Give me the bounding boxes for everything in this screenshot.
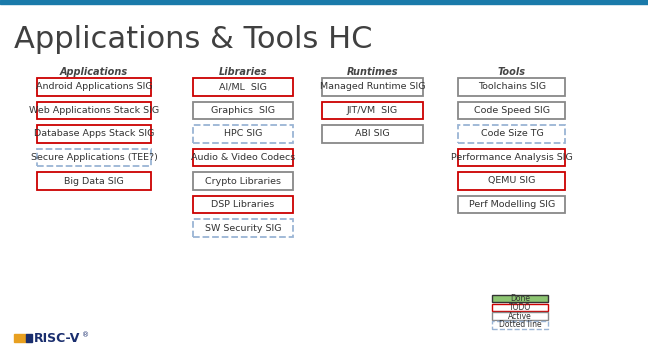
FancyBboxPatch shape xyxy=(37,172,150,190)
FancyBboxPatch shape xyxy=(37,78,150,96)
Text: TODO: TODO xyxy=(509,303,531,312)
Text: Applications: Applications xyxy=(60,67,128,77)
FancyBboxPatch shape xyxy=(193,78,293,96)
FancyBboxPatch shape xyxy=(193,102,293,119)
Text: SW Security SIG: SW Security SIG xyxy=(205,224,281,232)
Text: ®: ® xyxy=(82,333,89,338)
FancyBboxPatch shape xyxy=(492,321,548,329)
FancyBboxPatch shape xyxy=(459,172,565,190)
Bar xyxy=(0,0,648,4)
Text: Code Speed SIG: Code Speed SIG xyxy=(474,106,550,115)
FancyBboxPatch shape xyxy=(492,295,548,303)
Text: DSP Libraries: DSP Libraries xyxy=(211,200,275,209)
Text: Libraries: Libraries xyxy=(219,67,267,77)
FancyBboxPatch shape xyxy=(193,196,293,213)
FancyBboxPatch shape xyxy=(492,312,548,320)
Text: Secure Applications (TEE?): Secure Applications (TEE?) xyxy=(30,153,157,162)
FancyBboxPatch shape xyxy=(193,219,293,237)
FancyBboxPatch shape xyxy=(459,78,565,96)
Text: Big Data SIG: Big Data SIG xyxy=(64,177,124,185)
FancyBboxPatch shape xyxy=(459,196,565,213)
FancyBboxPatch shape xyxy=(193,125,293,143)
Text: QEMU SIG: QEMU SIG xyxy=(488,177,536,185)
FancyBboxPatch shape xyxy=(492,303,548,311)
Text: Managed Runtime SIG: Managed Runtime SIG xyxy=(320,83,425,91)
Text: AI/ML  SIG: AI/ML SIG xyxy=(219,83,267,91)
FancyBboxPatch shape xyxy=(459,102,565,119)
Text: Web Applications Stack SIG: Web Applications Stack SIG xyxy=(29,106,159,115)
Text: HPC SIG: HPC SIG xyxy=(224,130,262,138)
FancyBboxPatch shape xyxy=(322,78,422,96)
Bar xyxy=(27,334,32,342)
FancyBboxPatch shape xyxy=(459,125,565,143)
Text: Android Applications SIG: Android Applications SIG xyxy=(36,83,152,91)
FancyBboxPatch shape xyxy=(322,125,422,143)
Text: Crypto Libraries: Crypto Libraries xyxy=(205,177,281,185)
Text: Database Apps Stack SIG: Database Apps Stack SIG xyxy=(34,130,154,138)
Text: Active: Active xyxy=(508,312,532,320)
Text: Dotted line: Dotted line xyxy=(499,320,541,329)
Text: RISC-V: RISC-V xyxy=(34,332,80,345)
Text: Tools: Tools xyxy=(498,67,526,77)
Text: JIT/VM  SIG: JIT/VM SIG xyxy=(347,106,398,115)
Text: Graphics  SIG: Graphics SIG xyxy=(211,106,275,115)
FancyBboxPatch shape xyxy=(37,125,150,143)
Text: Code Size TG: Code Size TG xyxy=(481,130,543,138)
FancyBboxPatch shape xyxy=(193,149,293,166)
FancyBboxPatch shape xyxy=(37,102,150,119)
Text: Toolchains SIG: Toolchains SIG xyxy=(478,83,546,91)
Text: Perf Modelling SIG: Perf Modelling SIG xyxy=(469,200,555,209)
FancyBboxPatch shape xyxy=(459,149,565,166)
Text: Runtimes: Runtimes xyxy=(347,67,399,77)
Text: Done: Done xyxy=(510,294,530,303)
Text: Performance Analysis SIG: Performance Analysis SIG xyxy=(451,153,573,162)
Text: ABI SIG: ABI SIG xyxy=(355,130,390,138)
Text: Applications & Tools HC: Applications & Tools HC xyxy=(14,25,373,54)
FancyBboxPatch shape xyxy=(322,102,422,119)
Text: Audio & Video Codecs: Audio & Video Codecs xyxy=(191,153,295,162)
Bar xyxy=(14,334,26,342)
FancyBboxPatch shape xyxy=(37,149,150,166)
FancyBboxPatch shape xyxy=(193,172,293,190)
